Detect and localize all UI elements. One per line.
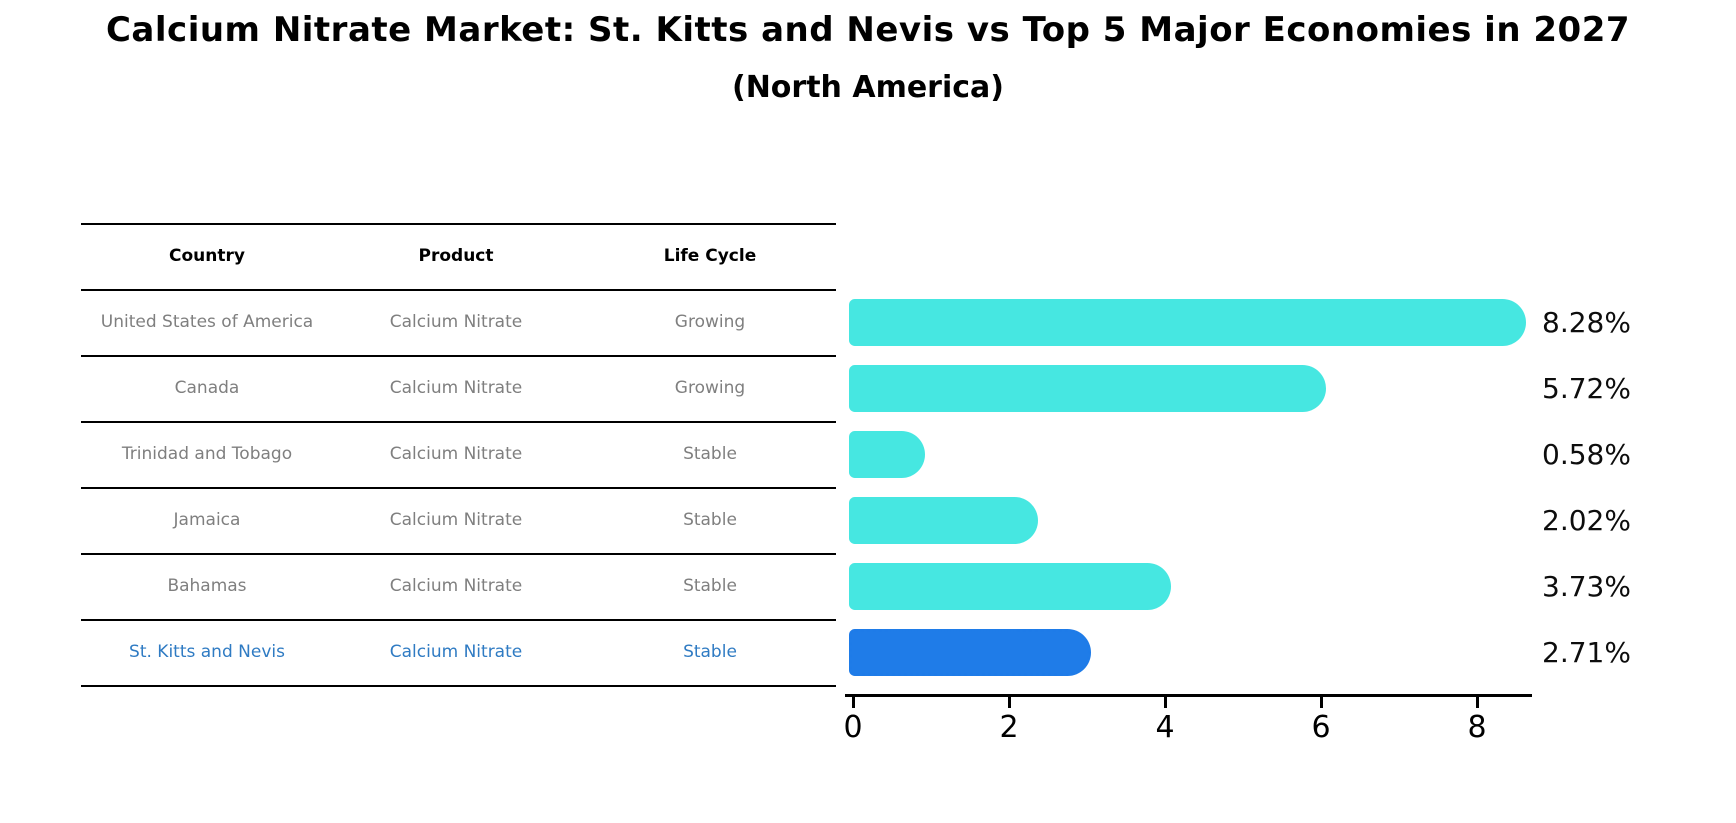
table-cell-life_cycle: Growing (674, 378, 746, 398)
x-axis-tick-label: 2 (999, 710, 1019, 745)
x-axis-tick (1008, 697, 1011, 708)
bar-highlight (849, 628, 1092, 676)
table-rule-line (81, 553, 836, 555)
x-axis-line (845, 694, 1532, 697)
table-cell-life_cycle: Stable (683, 510, 737, 530)
table-cell-country: St. Kitts and Nevis (129, 642, 285, 662)
table-rule-line (81, 487, 836, 489)
bar (849, 562, 1171, 610)
table-header-country: Country (169, 246, 245, 266)
table-cell-country: Bahamas (167, 576, 247, 596)
bar (849, 298, 1526, 346)
x-axis-tick-label: 6 (1311, 710, 1331, 745)
x-axis-tick (1320, 697, 1323, 708)
bar-value-label: 2.71% (1542, 635, 1631, 669)
table-rule-line (81, 619, 836, 621)
table-header-life-cycle: Life Cycle (663, 246, 757, 266)
table-rule-line (81, 355, 836, 357)
table-cell-product: Calcium Nitrate (389, 510, 523, 530)
table-rule-line (81, 685, 836, 687)
table-cell-country: Trinidad and Tobago (121, 444, 293, 464)
x-axis-tick-label: 8 (1467, 710, 1487, 745)
bar (849, 430, 926, 478)
table-cell-product: Calcium Nitrate (389, 576, 523, 596)
x-axis-tick-label: 4 (1155, 710, 1175, 745)
table-cell-product: Calcium Nitrate (389, 642, 523, 662)
x-axis-tick-label: 0 (843, 710, 863, 745)
bar-value-label: 3.73% (1542, 569, 1631, 603)
bar (849, 496, 1038, 544)
x-axis-tick (852, 697, 855, 708)
table-cell-product: Calcium Nitrate (389, 444, 523, 464)
chart-title: Calcium Nitrate Market: St. Kitts and Ne… (105, 10, 1631, 50)
table-cell-product: Calcium Nitrate (389, 378, 523, 398)
table-cell-country: Canada (174, 378, 240, 398)
table-rule-line (81, 289, 836, 291)
bar-value-label: 8.28% (1542, 305, 1631, 339)
x-axis-tick (1476, 697, 1479, 708)
table-rule-line (81, 223, 836, 225)
x-axis-tick (1164, 697, 1167, 708)
chart-subtitle: (North America) (731, 70, 1004, 105)
table-cell-life_cycle: Stable (683, 444, 737, 464)
table-rule-line (81, 421, 836, 423)
table-cell-country: United States of America (100, 312, 314, 332)
bar-value-label: 0.58% (1542, 437, 1631, 471)
table-cell-product: Calcium Nitrate (389, 312, 523, 332)
table-cell-life_cycle: Growing (674, 312, 746, 332)
table-cell-country: Jamaica (173, 510, 241, 530)
table-header-product: Product (418, 246, 494, 266)
table-cell-life_cycle: Stable (683, 642, 737, 662)
bar-value-label: 5.72% (1542, 371, 1631, 405)
table-cell-life_cycle: Stable (683, 576, 737, 596)
bar (849, 364, 1327, 412)
bar-value-label: 2.02% (1542, 503, 1631, 537)
